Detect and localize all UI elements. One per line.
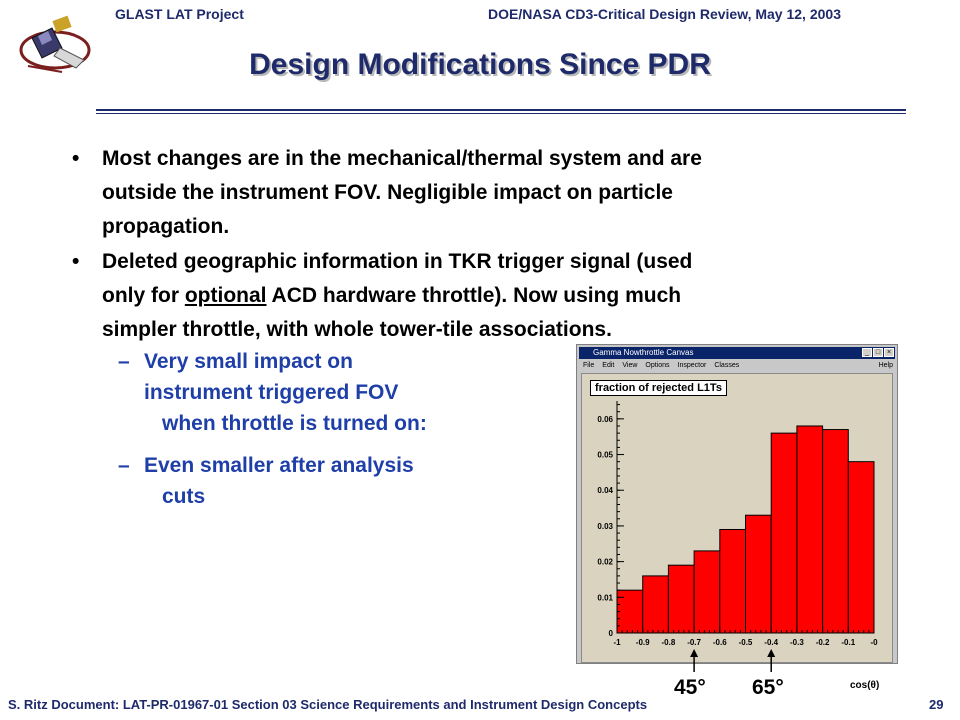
- histogram-bar: [719, 528, 747, 634]
- y-tick-label: 0.04: [597, 486, 613, 495]
- y-tick-label: 0.01: [597, 593, 613, 602]
- rejected-l1t-histogram: -1 -0.9 -0.8 -0.7 -0.6 -0.5 -0.4 -0.3 -0.2 -0.1 -0…: [597, 401, 878, 647]
- window-title: Gamma Nowthrottle Canvas: [593, 348, 694, 357]
- menu-view[interactable]: View: [622, 362, 638, 369]
- menu-help[interactable]: Help: [878, 362, 893, 369]
- histogram-canvas: -1 -0.9 -0.8 -0.7 -0.6 -0.5 -0.4 -0.3 -0.2 -0.1 -0…: [581, 373, 893, 691]
- angle-label-65: 65°: [752, 676, 784, 699]
- histogram-bar: [745, 514, 772, 634]
- menu-inspector[interactable]: Inspector: [677, 362, 707, 369]
- bullet-glyph: •: [72, 250, 80, 273]
- x-tick-label: -0: [870, 638, 878, 647]
- histogram-bar: [642, 575, 669, 634]
- title-rule-thin: [96, 113, 906, 114]
- x-tick-label: -0.1: [841, 638, 855, 647]
- histogram-bar: [822, 429, 849, 634]
- sub-line: instrument triggered FOV: [144, 381, 399, 404]
- sub-line: Very small impact on: [144, 350, 353, 373]
- header-review: DOE/NASA CD3-Critical Design Review, May…: [488, 6, 841, 22]
- bullet-line: Most changes are in the mechanical/therm…: [102, 147, 702, 170]
- bullet-line: only for optional ACD hardware throttle)…: [102, 279, 872, 313]
- x-axis-label: cos(θ): [850, 680, 880, 691]
- y-tick-label: 0.06: [597, 415, 613, 424]
- minimize-icon[interactable]: _: [862, 348, 872, 357]
- bullet-text: ACD hardware throttle). Now using much: [266, 284, 682, 307]
- y-tick-label: 0.02: [597, 558, 613, 567]
- menu-classes[interactable]: Classes: [714, 362, 740, 369]
- maximize-icon[interactable]: □: [873, 348, 883, 357]
- bullet-text: only for: [102, 284, 185, 307]
- x-tick-label: -0.9: [636, 638, 650, 647]
- bullet-line: outside the instrument FOV. Negligible i…: [102, 181, 673, 204]
- bullet-glyph: •: [72, 147, 80, 170]
- bullet-mechanical-changes: • Most changes are in the mechanical/the…: [72, 142, 872, 244]
- x-tick-label: -0.8: [662, 638, 676, 647]
- close-icon[interactable]: ×: [884, 348, 894, 357]
- menu-options[interactable]: Options: [645, 362, 670, 369]
- sub-line: Even smaller after analysis: [144, 454, 414, 477]
- bullet-line: simpler throttle, with whole tower-tile …: [102, 318, 612, 341]
- sub-bullet-small-impact: – Very small impact on instrument trigge…: [118, 346, 427, 439]
- x-tick-label: -0.4: [764, 638, 778, 647]
- sub-line: when throttle is turned on:: [162, 412, 427, 435]
- title-rule: [96, 109, 906, 111]
- histogram-bar: [770, 432, 798, 634]
- underlined-word: optional: [184, 284, 267, 307]
- bullet-line: Deleted geographic information in TKR tr…: [102, 250, 693, 273]
- menu-edit[interactable]: Edit: [602, 362, 615, 369]
- histogram-bar: [847, 461, 875, 634]
- x-tick-label: -0.2: [816, 638, 830, 647]
- window-menubar: File Edit View Options Inspector Classes Help: [579, 360, 895, 371]
- page-number: 29: [929, 697, 944, 712]
- x-tick-label: -0.7: [687, 638, 701, 647]
- x-tick-label: -0.5: [739, 638, 753, 647]
- histogram-bar: [616, 589, 644, 634]
- page-title: Design Modifications Since PDR: [249, 48, 711, 81]
- menu-file[interactable]: File: [583, 362, 595, 369]
- sub-bullet-after-cuts: – Even smaller after analysis cuts: [118, 450, 414, 512]
- y-tick-label: 0: [609, 629, 614, 638]
- histogram-bar: [667, 564, 695, 634]
- glast-satellite-logo: [19, 15, 91, 73]
- dash-glyph: –: [118, 350, 130, 373]
- histogram-bar: [796, 425, 824, 634]
- window-titlebar[interactable]: Gamma Nowthrottle Canvas _ □ ×: [579, 347, 895, 359]
- footer-text: S. Ritz Document: LAT-PR-01967-01 Sectio…: [8, 697, 648, 712]
- header-project: GLAST LAT Project: [115, 6, 244, 22]
- histogram-bar: [693, 550, 721, 634]
- angle-label-45: 45°: [674, 676, 706, 699]
- x-tick-label: -1: [613, 638, 621, 647]
- sub-line: cuts: [162, 485, 206, 508]
- histogram-title: fraction of rejected L1Ts: [590, 380, 727, 396]
- y-tick-label: 0.03: [597, 522, 613, 531]
- x-tick-label: -0.3: [790, 638, 804, 647]
- x-tick-label: -0.6: [713, 638, 727, 647]
- bullet-line: propagation.: [102, 215, 230, 238]
- bullet-geographic-info: • Deleted geographic information in TKR …: [72, 245, 872, 347]
- root-canvas-window: Gamma Nowthrottle Canvas _ □ × File Edit V…: [576, 344, 898, 691]
- y-tick-label: 0.05: [597, 451, 613, 460]
- dash-glyph: –: [118, 454, 130, 477]
